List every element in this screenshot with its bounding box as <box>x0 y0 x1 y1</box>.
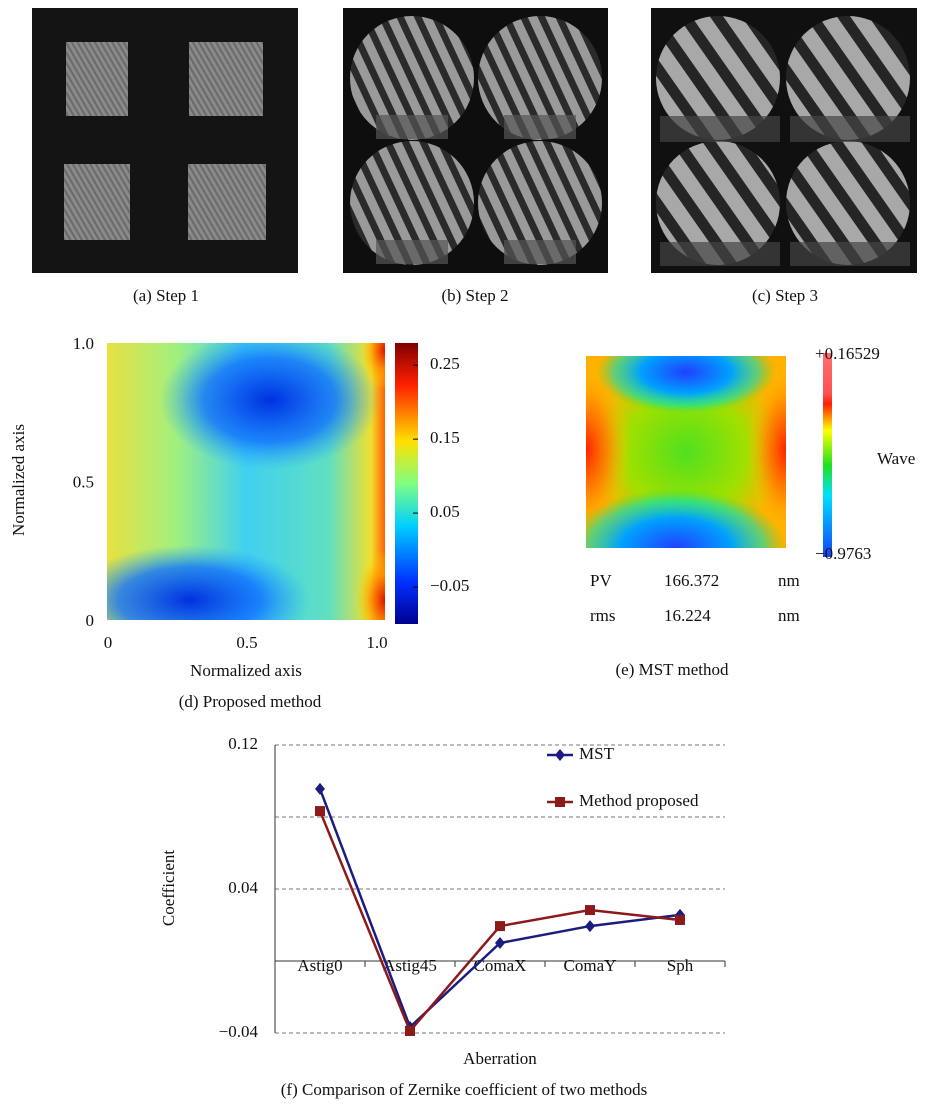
marker <box>585 920 595 933</box>
stat-value: 166.372 <box>664 571 719 590</box>
legend-label: Method proposed <box>579 791 699 810</box>
y-tick-label: 0 <box>86 611 95 630</box>
series-line <box>318 788 681 1030</box>
marker <box>315 806 325 817</box>
legend-label: MST <box>579 744 615 763</box>
y-axis-label: Coefficient <box>159 850 178 926</box>
marker <box>495 921 505 932</box>
x-tick-label: Astig0 <box>297 956 342 975</box>
caption: (a) Step 1 <box>133 286 199 305</box>
y-axis-label: Normalized axis <box>9 424 28 536</box>
y-tick-label: −0.04 <box>219 1022 259 1041</box>
x-tick-label: Astig45 <box>383 956 437 975</box>
colorbar-tick-label: −0.9763 <box>815 544 871 563</box>
x-tick-label: ComaY <box>564 956 617 975</box>
marker <box>555 797 565 807</box>
x-tick-label: 0.5 <box>236 633 257 652</box>
image-step-1 <box>32 8 298 273</box>
y-tick-label: 0.12 <box>228 734 258 753</box>
caption: (f) Comparison of Zernike coefficient of… <box>281 1080 648 1099</box>
x-tick-label: Sph <box>667 956 694 975</box>
colorbar-tick-label: +0.16529 <box>815 344 880 363</box>
image-step-2 <box>343 8 608 273</box>
colorbar <box>823 353 832 557</box>
marker <box>675 914 685 925</box>
stat-unit: nm <box>778 606 800 625</box>
stat-value: 16.224 <box>664 606 711 625</box>
colorbar <box>395 343 418 624</box>
x-tick-label: ComaX <box>474 956 527 975</box>
marker <box>495 937 505 949</box>
colorbar-tick-label: 0.05 <box>430 502 460 521</box>
y-tick-label: 0.04 <box>228 878 258 897</box>
colorbar-tick-label: 0.15 <box>430 428 460 447</box>
stat-name: rms <box>590 606 616 625</box>
x-tick-label: 1.0 <box>366 633 387 652</box>
stat-unit: nm <box>778 571 800 590</box>
x-tick-label: 0 <box>104 633 113 652</box>
caption: (b) Step 2 <box>441 286 508 305</box>
marker <box>315 782 325 795</box>
stat-name: PV <box>590 571 612 590</box>
marker <box>585 905 595 916</box>
x-axis-label: Normalized axis <box>190 661 302 680</box>
y-tick-label: 1.0 <box>73 334 94 353</box>
colorbar-tick-label: −0.05 <box>430 576 469 595</box>
caption: (c) Step 3 <box>752 286 818 305</box>
y-tick-label: 0.5 <box>73 472 94 491</box>
heatmap-image <box>107 343 385 620</box>
caption: (d) Proposed method <box>179 692 322 711</box>
colorbar-label: Wave <box>877 449 915 468</box>
marker <box>405 1026 415 1037</box>
marker <box>555 749 565 761</box>
caption: (e) MST method <box>615 660 729 679</box>
image-step-3 <box>651 8 917 273</box>
heatmap-image <box>586 356 786 548</box>
colorbar-tick-label: 0.25 <box>430 354 460 373</box>
x-axis-label: Aberration <box>463 1049 537 1068</box>
